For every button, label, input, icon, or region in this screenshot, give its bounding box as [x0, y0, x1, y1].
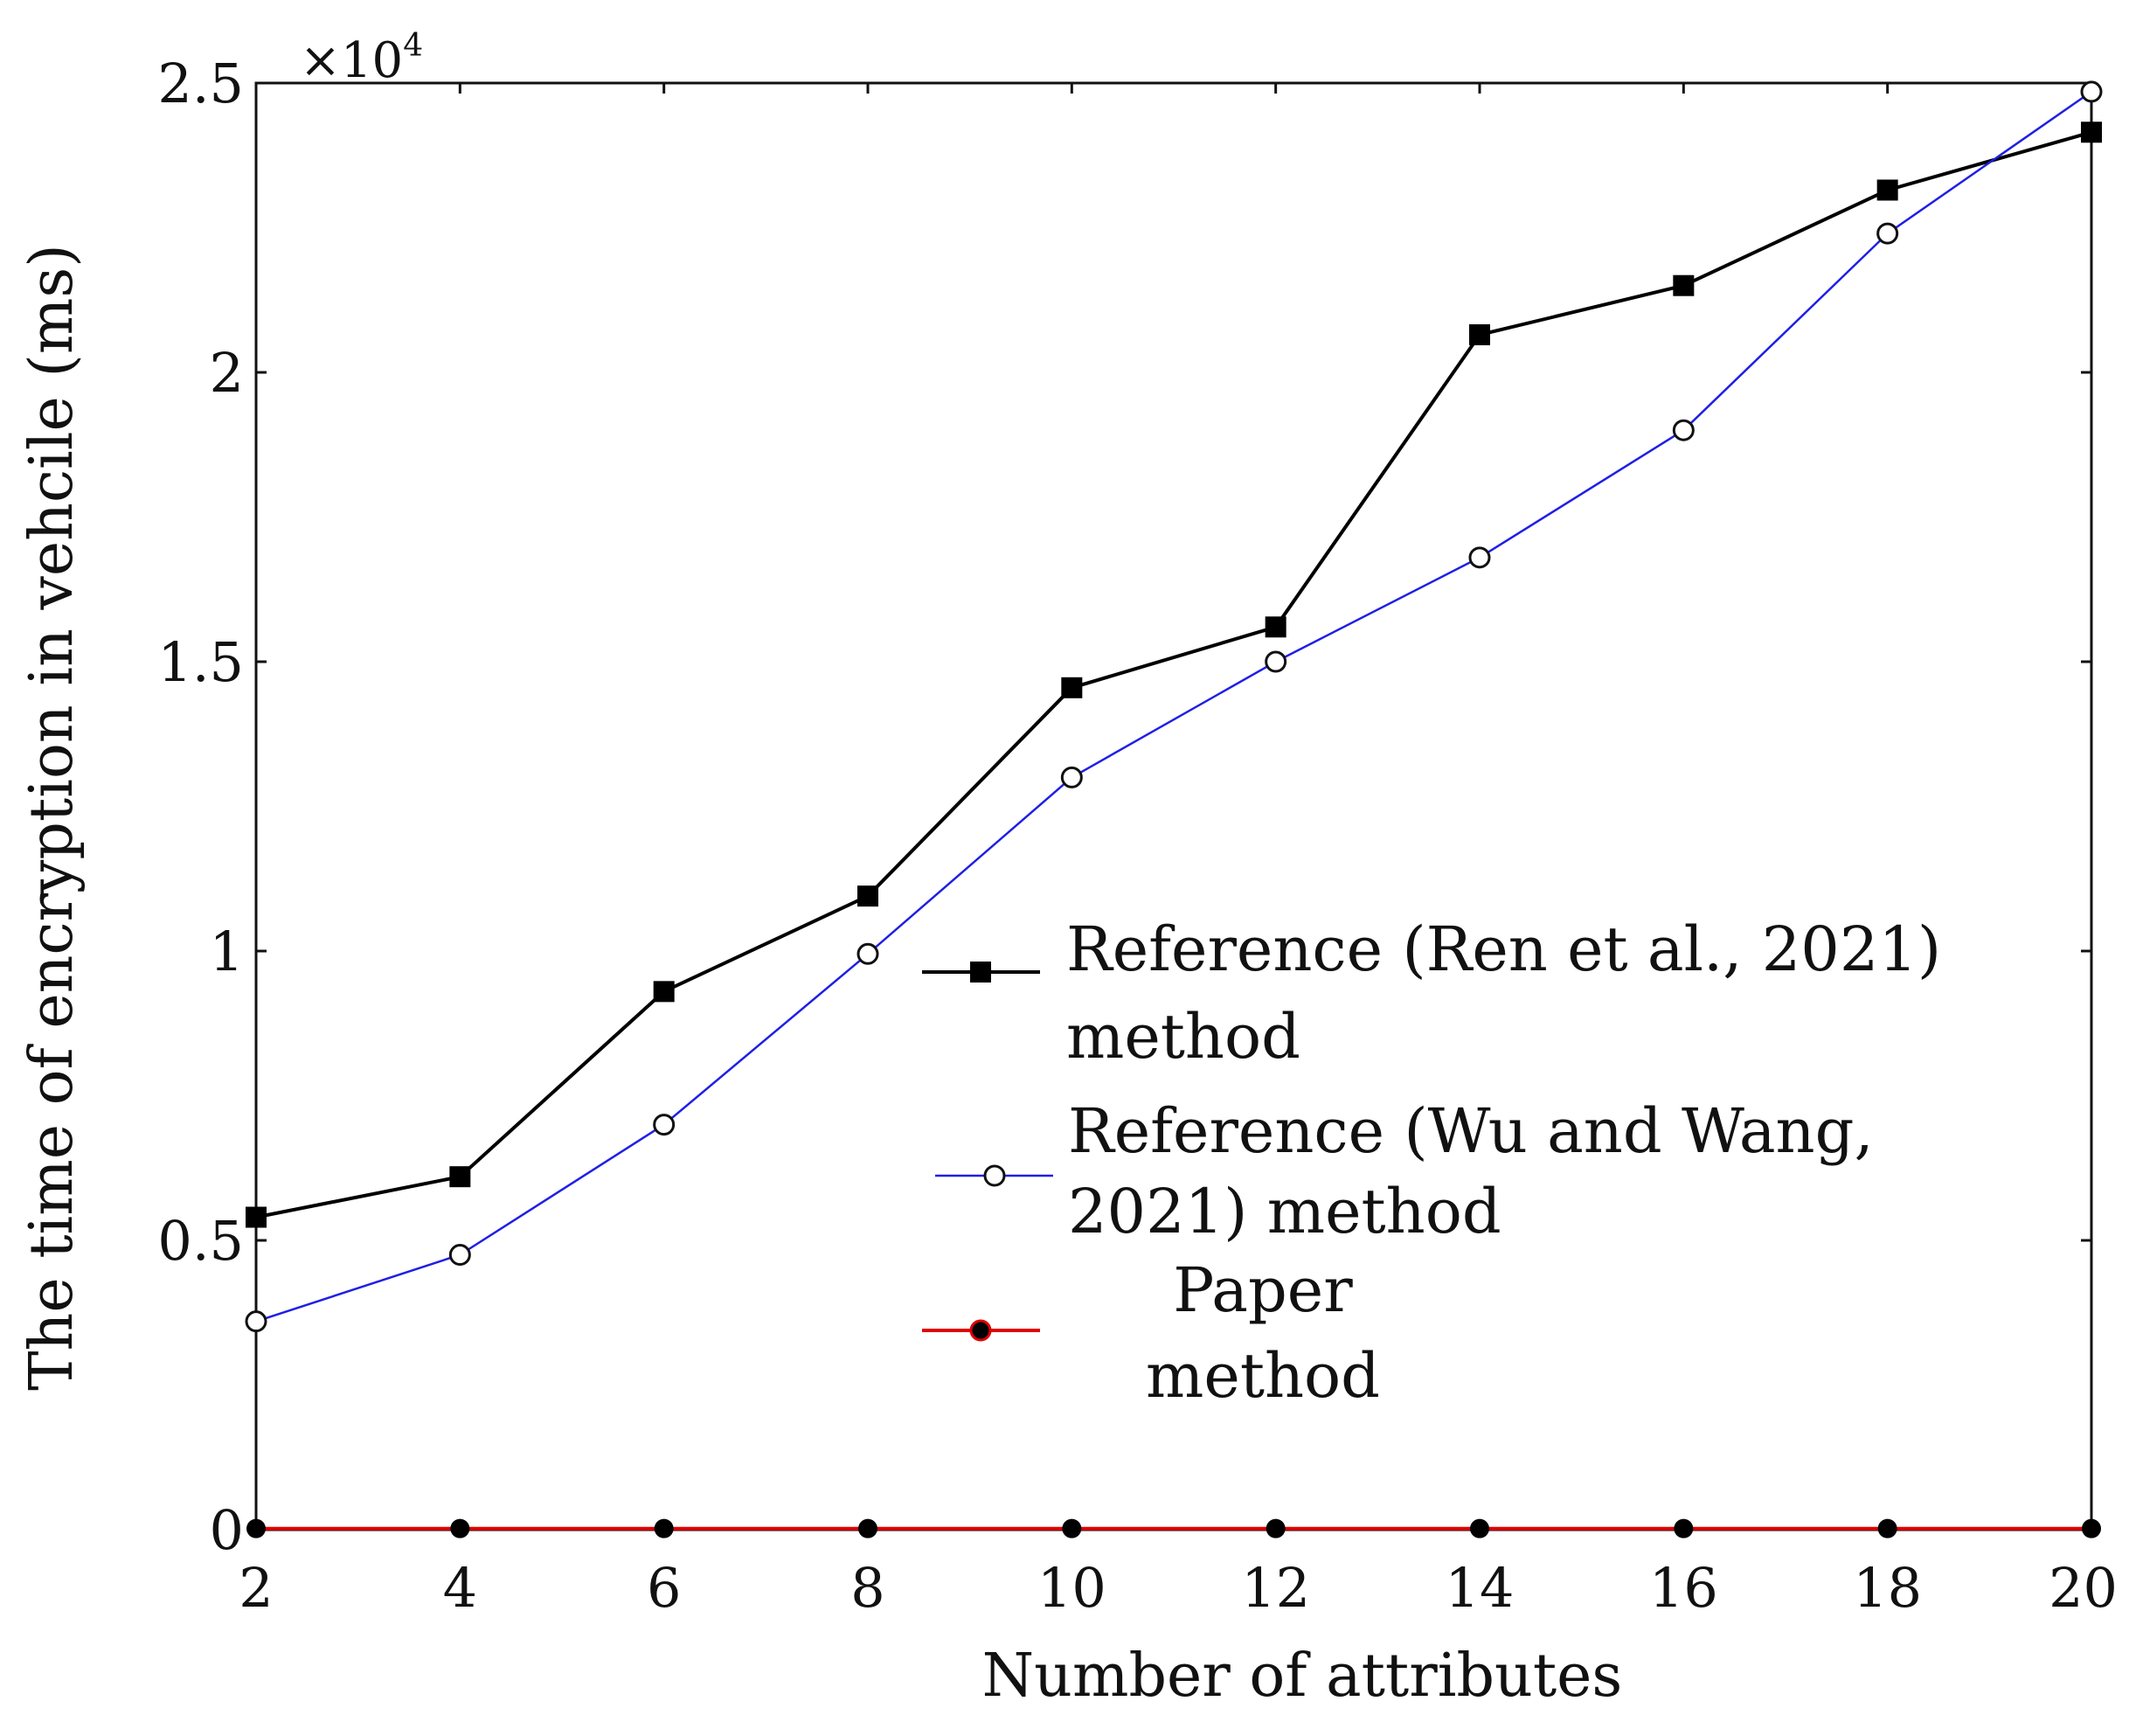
data-point-paper	[1470, 1518, 1489, 1538]
data-point-ren	[1061, 677, 1083, 698]
data-point-wu	[1265, 650, 1287, 673]
x-axis-title: Number of attributes	[982, 1642, 1623, 1711]
data-point-ren	[1673, 274, 1695, 296]
legend-label-wu-line2: 2021) method	[1068, 1176, 1501, 1247]
data-point-paper	[2082, 1518, 2101, 1538]
legend-entry-wu: Reference (Wu and Wang, 2021) method	[935, 1095, 1874, 1247]
data-point-wu	[1060, 766, 1083, 788]
series-ren	[246, 122, 2102, 1228]
x-tick-label: 8	[850, 1556, 884, 1620]
x-tick-label: 4	[443, 1556, 477, 1620]
series-line-wu	[255, 90, 2092, 1323]
data-point-paper	[1062, 1518, 1082, 1538]
y-axis-exponent-base: ×10	[300, 32, 403, 89]
x-tick-label: 20	[2049, 1556, 2118, 1620]
legend-marker-paper	[969, 1319, 992, 1342]
series-line-ren	[255, 130, 2092, 1219]
legend-entry-ren: Reference (Ren et al., 2021) method	[922, 913, 1941, 1073]
data-point-wu	[1876, 222, 1899, 245]
y-tick-label: 1.5	[157, 630, 244, 694]
y-tick-label: 0.5	[157, 1209, 244, 1273]
data-point-wu	[448, 1244, 471, 1267]
y-tick-label: 2	[210, 341, 244, 405]
data-point-ren	[449, 1166, 471, 1188]
data-point-paper	[654, 1518, 674, 1538]
x-tick-label: 2	[239, 1556, 273, 1620]
data-point-paper	[1674, 1518, 1694, 1538]
y-tick-label: 1	[210, 920, 244, 983]
data-point-wu	[2080, 80, 2103, 103]
data-point-paper	[1877, 1518, 1897, 1538]
y-axis-exponent-power: 4	[403, 28, 423, 64]
data-point-paper	[450, 1518, 470, 1538]
data-point-ren	[857, 885, 878, 907]
legend-label-ren-line2: method	[1066, 1001, 1300, 1073]
legend-label-ren-line1: Reference (Ren et al., 2021)	[1066, 913, 1941, 985]
data-point-paper	[858, 1518, 877, 1538]
data-point-wu	[653, 1114, 676, 1136]
x-axis-ticks: 2 4 6 8 10 12 14 16 18 20	[239, 83, 2118, 1620]
data-point-wu	[856, 942, 879, 965]
data-point-ren	[1876, 179, 1898, 201]
y-tick-label: 0	[210, 1498, 244, 1562]
data-point-wu	[1672, 419, 1695, 441]
x-tick-label: 6	[647, 1556, 681, 1620]
x-tick-label: 12	[1241, 1556, 1310, 1620]
x-tick-label: 16	[1649, 1556, 1718, 1620]
legend: Reference (Ren et al., 2021) method Refe…	[922, 913, 1941, 1412]
x-tick-label: 14	[1446, 1556, 1515, 1620]
legend-entry-paper: Paper method	[922, 1254, 1380, 1412]
series-layer	[245, 80, 2103, 1538]
data-point-ren	[653, 981, 675, 1003]
data-point-ren	[2081, 122, 2102, 143]
data-point-wu	[1468, 546, 1491, 569]
legend-label-wu-line1: Reference (Wu and Wang,	[1068, 1095, 1874, 1167]
y-axis-exponent: ×104	[300, 28, 423, 89]
legend-label-paper-line1: Paper	[1173, 1254, 1353, 1326]
y-axis-ticks: 0 0.5 1 1.5 2 2.5	[157, 52, 2091, 1562]
data-point-ren	[1265, 616, 1286, 638]
data-point-ren	[246, 1206, 267, 1228]
legend-label-paper-line2: method	[1146, 1340, 1380, 1412]
y-tick-label: 2.5	[157, 52, 244, 115]
x-tick-label: 18	[1853, 1556, 1922, 1620]
y-axis-title: The time of encryption in vehcile (ms)	[17, 244, 87, 1391]
data-point-wu	[245, 1310, 267, 1333]
data-point-ren	[1469, 323, 1490, 345]
legend-marker-wu	[983, 1164, 1006, 1187]
series-wu	[245, 80, 2103, 1333]
x-tick-label: 10	[1037, 1556, 1106, 1620]
data-point-paper	[246, 1518, 266, 1538]
legend-marker-ren	[970, 962, 991, 983]
data-point-paper	[1266, 1518, 1286, 1538]
series-paper	[246, 1518, 2101, 1538]
